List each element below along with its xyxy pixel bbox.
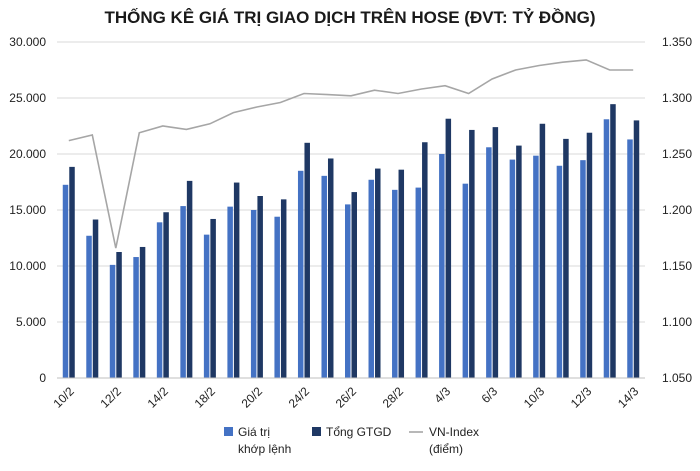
bar-gia-tri-khop-lenh <box>509 159 516 378</box>
x-tick-label: 24/2 <box>286 384 313 411</box>
bar-tong-gtgd <box>398 169 405 378</box>
bar-tong-gtgd <box>304 142 310 378</box>
y-left-tick-label: 5.000 <box>16 315 46 329</box>
x-tick-label: 4/3 <box>432 384 454 406</box>
y-right-tick-label: 1.350 <box>662 35 692 49</box>
legend-swatch-gia-tri <box>224 427 233 436</box>
bar-tong-gtgd <box>610 104 616 378</box>
bar-gia-tri-khop-lenh <box>321 175 327 378</box>
chart-title: THỐNG KÊ GIÁ TRỊ GIAO DỊCH TRÊN HOSE (ĐV… <box>104 7 595 27</box>
bar-gia-tri-khop-lenh <box>62 184 69 378</box>
x-tick-label: 26/2 <box>333 384 360 411</box>
bar-tong-gtgd <box>492 127 499 379</box>
bar-tong-gtgd <box>351 192 357 378</box>
y-right-tick-label: 1.150 <box>662 259 692 273</box>
y-right-tick-label: 1.050 <box>662 371 692 385</box>
bar-tong-gtgd <box>422 142 428 378</box>
x-tick-label: 10/2 <box>50 384 77 411</box>
y-axis-right: 1.050 1.100 1.150 1.200 1.250 1.300 1.350 <box>662 35 692 385</box>
bar-tong-gtgd <box>633 120 640 379</box>
legend-label: Giá trị <box>238 425 270 439</box>
bar-tong-gtgd <box>139 246 146 378</box>
bar-gia-tri-khop-lenh <box>556 165 563 378</box>
bar-gia-tri-khop-lenh <box>133 257 139 378</box>
bar-tong-gtgd <box>233 182 240 378</box>
bar-tong-gtgd <box>163 212 169 378</box>
x-tick-label: 10/3 <box>521 384 548 411</box>
y-left-tick-label: 25.000 <box>9 91 46 105</box>
bars-group <box>62 104 640 379</box>
bar-tong-gtgd <box>280 199 287 378</box>
bar-gia-tri-khop-lenh <box>109 264 116 378</box>
bar-tong-gtgd <box>257 196 263 378</box>
bar-gia-tri-khop-lenh <box>156 222 163 378</box>
bar-tong-gtgd <box>69 166 75 378</box>
bar-gia-tri-khop-lenh <box>368 179 375 378</box>
bar-gia-tri-khop-lenh <box>392 189 398 378</box>
bar-tong-gtgd <box>210 218 216 378</box>
x-tick-label: 28/2 <box>380 384 407 411</box>
bar-gia-tri-khop-lenh <box>603 119 610 378</box>
x-tick-label: 12/3 <box>568 384 595 411</box>
legend-swatch-tong-gtgd <box>312 427 321 436</box>
y-right-tick-label: 1.300 <box>662 91 692 105</box>
y-left-tick-label: 15.000 <box>9 203 46 217</box>
x-tick-label: 12/2 <box>98 384 125 411</box>
line-group <box>68 59 634 249</box>
y-left-tick-label: 30.000 <box>9 35 46 49</box>
bar-gia-tri-khop-lenh <box>439 154 445 378</box>
legend-label-line2: khớp lệnh <box>238 442 291 456</box>
y-left-tick-label: 0 <box>39 371 46 385</box>
bar-gia-tri-khop-lenh <box>203 234 210 378</box>
y-right-tick-label: 1.250 <box>662 147 692 161</box>
legend-label-line2: (điểm) <box>429 442 463 456</box>
bar-tong-gtgd <box>92 219 99 378</box>
x-tick-label: 14/2 <box>145 384 172 411</box>
legend-label: VN-Index <box>429 425 479 439</box>
bar-tong-gtgd <box>445 118 452 378</box>
bar-gia-tri-khop-lenh <box>486 147 492 378</box>
bar-tong-gtgd <box>327 158 334 378</box>
bar-gia-tri-khop-lenh <box>274 216 280 378</box>
bar-tong-gtgd <box>186 180 193 378</box>
grid-lines <box>57 41 645 379</box>
bar-tong-gtgd <box>469 129 475 378</box>
bar-gia-tri-khop-lenh <box>250 210 257 378</box>
bar-gia-tri-khop-lenh <box>533 155 539 378</box>
x-axis: 10/2 12/2 14/2 18/2 20/2 24/2 26/2 28/2 4/3 6/3 10… <box>50 377 645 411</box>
bar-tong-gtgd <box>375 168 381 378</box>
bar-gia-tri-khop-lenh <box>227 206 233 378</box>
bar-gia-tri-khop-lenh <box>297 170 304 378</box>
bar-gia-tri-khop-lenh <box>345 204 351 378</box>
y-left-tick-label: 10.000 <box>9 259 46 273</box>
bar-gia-tri-khop-lenh <box>462 183 469 378</box>
bar-tong-gtgd <box>539 123 546 378</box>
bar-tong-gtgd <box>586 132 593 378</box>
y-right-tick-label: 1.200 <box>662 203 692 217</box>
legend-label: Tổng GTGD <box>326 425 392 439</box>
bar-gia-tri-khop-lenh <box>86 235 92 378</box>
bar-tong-gtgd <box>563 138 569 378</box>
bar-gia-tri-khop-lenh <box>627 139 633 378</box>
bar-gia-tri-khop-lenh <box>180 206 186 378</box>
line-vn-index <box>68 59 634 249</box>
y-right-tick-label: 1.100 <box>662 315 692 329</box>
x-tick-label: 6/3 <box>479 384 501 406</box>
bar-tong-gtgd <box>516 145 522 378</box>
x-tick-label: 18/2 <box>192 384 219 411</box>
x-tick-label: 20/2 <box>239 384 266 411</box>
x-tick-label: 14/3 <box>615 384 642 411</box>
y-axis-left: 0 5.000 10.000 15.000 20.000 25.000 30.000 <box>9 35 46 385</box>
y-left-tick-label: 20.000 <box>9 147 46 161</box>
bar-tong-gtgd <box>116 252 122 378</box>
legend: Giá trị khớp lệnh Tổng GTGD VN-Index (điểm) <box>224 425 479 456</box>
bar-gia-tri-khop-lenh <box>580 160 586 378</box>
bar-gia-tri-khop-lenh <box>415 187 422 378</box>
